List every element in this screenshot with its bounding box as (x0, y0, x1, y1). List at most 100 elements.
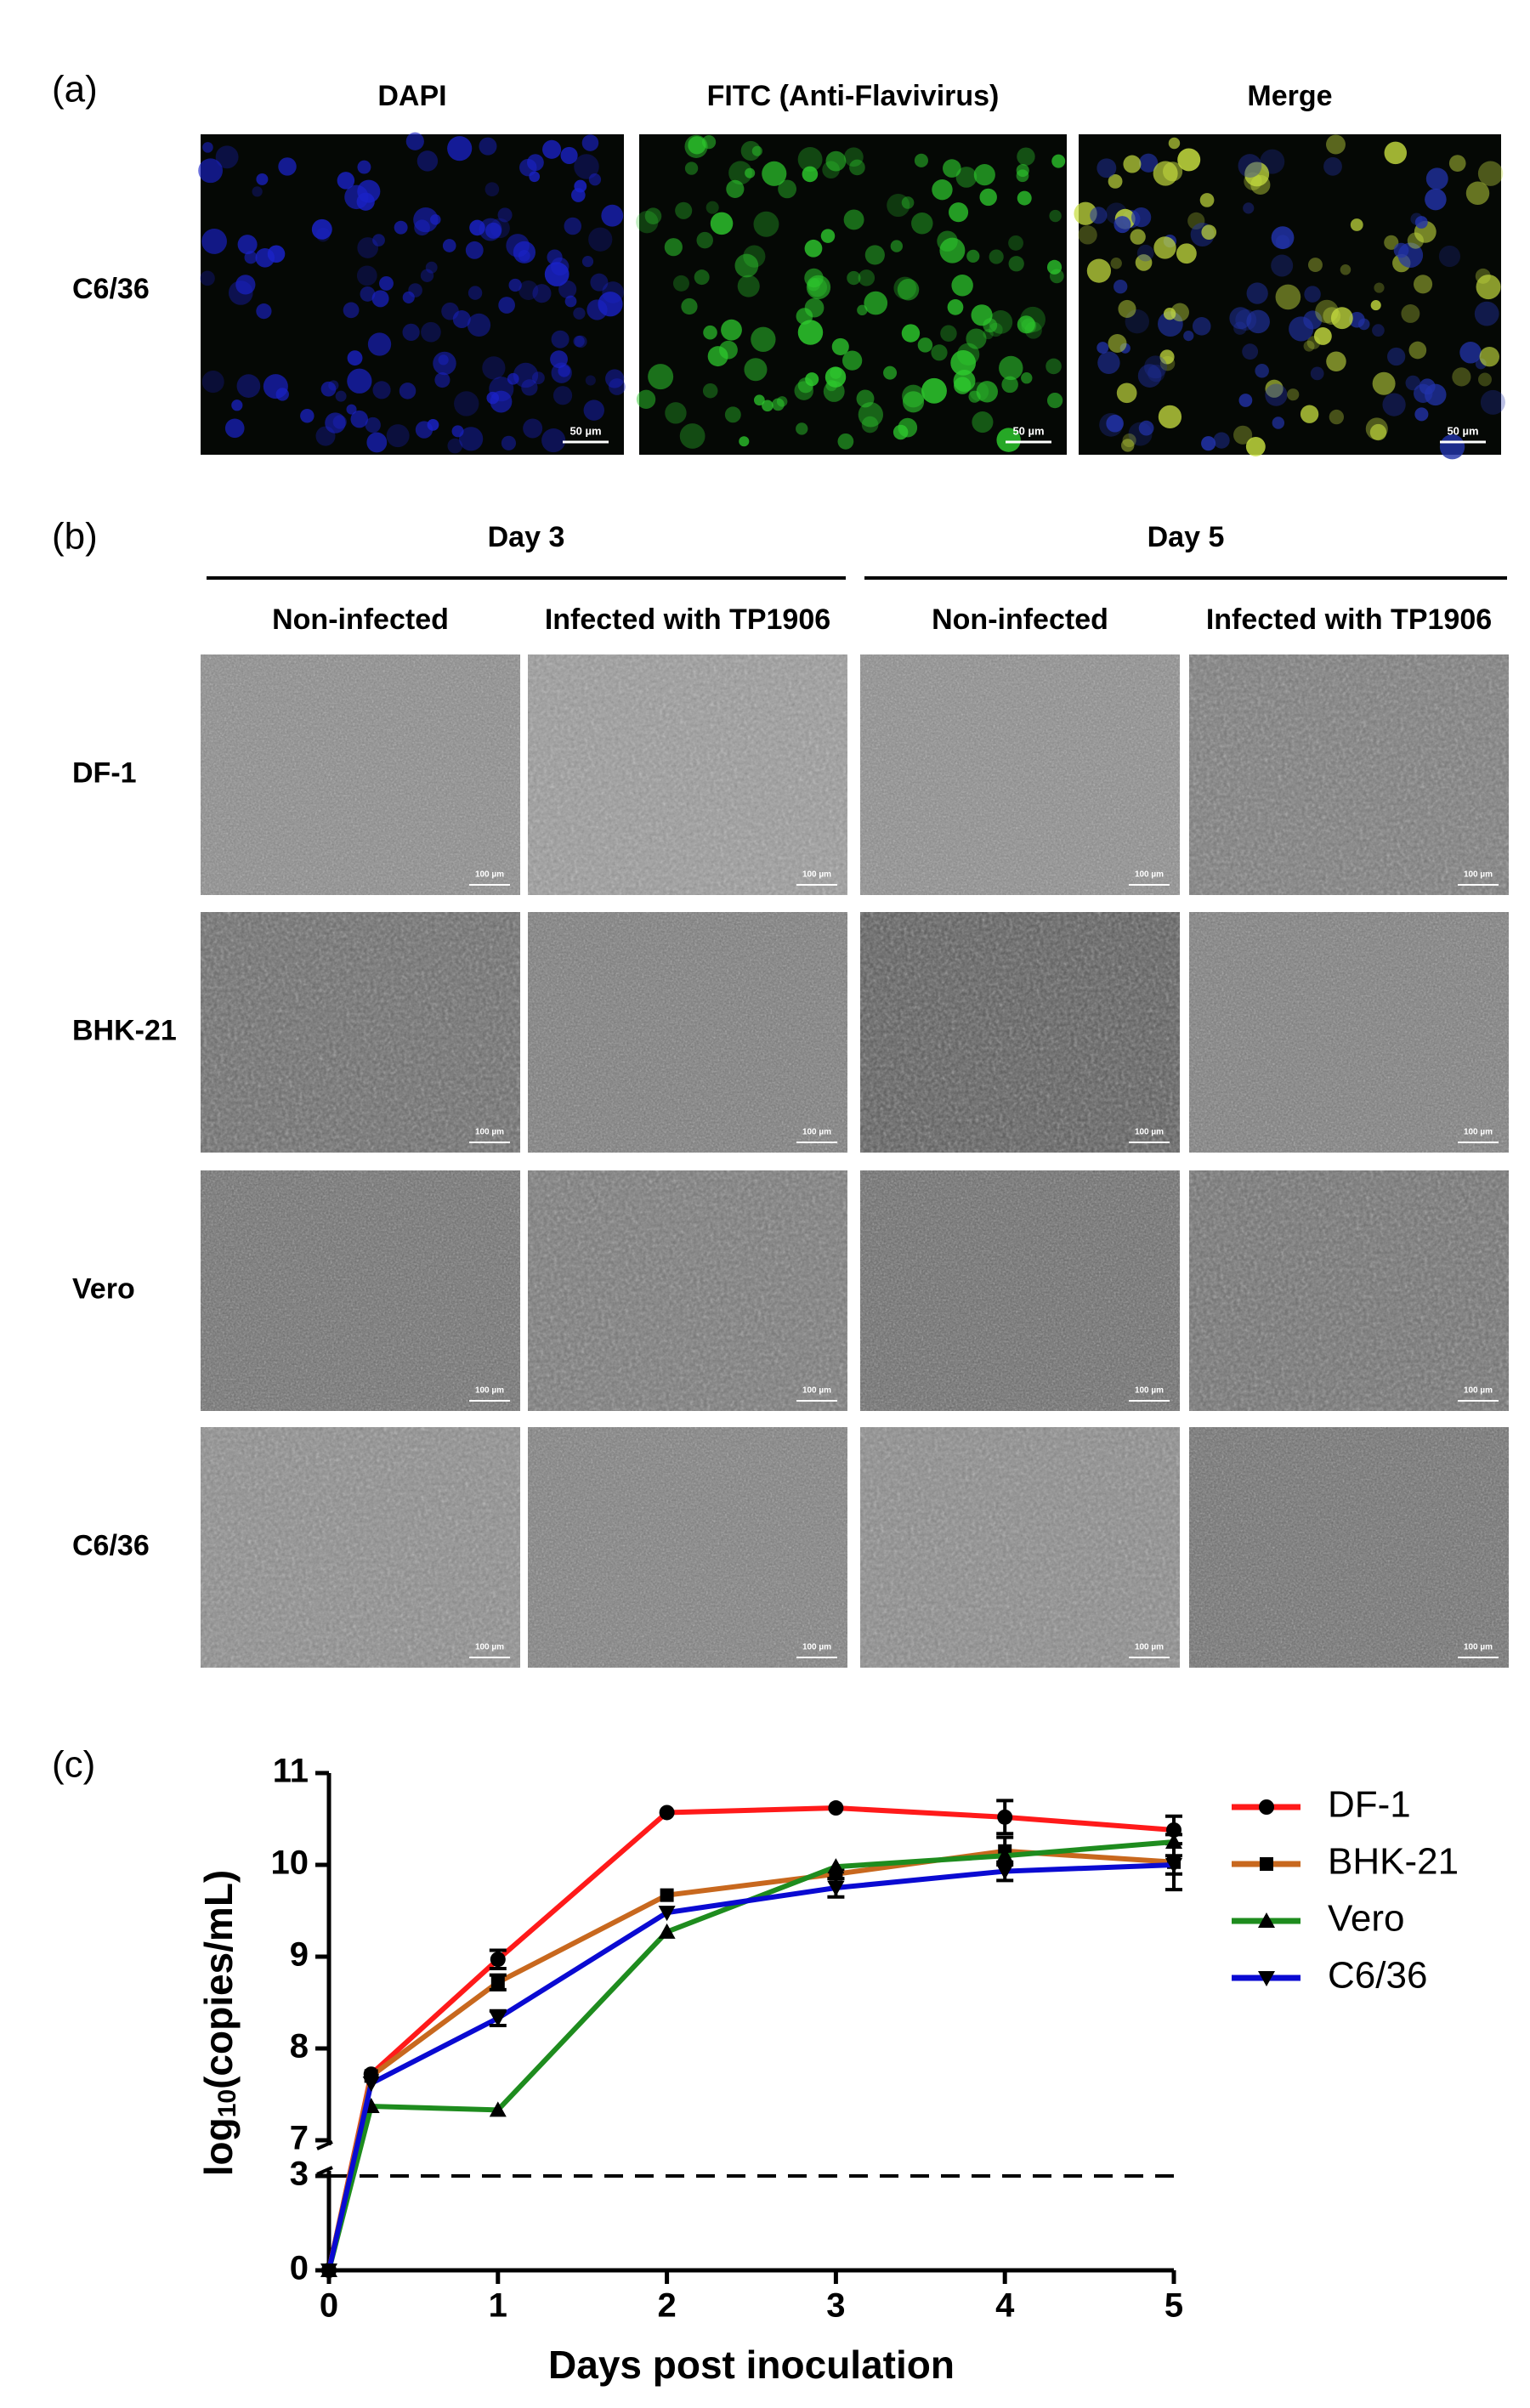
cell (468, 286, 483, 300)
cell (1479, 346, 1499, 367)
cell (954, 377, 972, 394)
cell (797, 320, 824, 345)
cell (901, 324, 921, 343)
cell (416, 150, 439, 172)
cell (574, 154, 599, 179)
marker (490, 1975, 505, 1990)
cell (1121, 439, 1135, 452)
cell (1170, 303, 1189, 322)
cell (956, 343, 980, 365)
group-title: Day 5 (1148, 521, 1225, 553)
cell (1414, 407, 1429, 422)
cell (1410, 212, 1423, 225)
cell (1365, 417, 1388, 440)
cell (1020, 306, 1046, 332)
cell (864, 245, 885, 265)
cell (648, 364, 674, 390)
cell (917, 337, 933, 353)
marker (1165, 1858, 1182, 1873)
fluorescence-image (639, 134, 1067, 455)
x-tick-label: 2 (657, 2287, 676, 2325)
cell (408, 283, 422, 297)
cell (394, 220, 408, 235)
cell (762, 161, 787, 186)
cell (710, 212, 734, 235)
cell (644, 207, 662, 224)
cell (235, 275, 256, 295)
cell (847, 270, 861, 286)
cell (198, 158, 224, 184)
cell (751, 145, 762, 156)
cell (1477, 161, 1504, 186)
cell (399, 382, 416, 399)
cell (745, 167, 756, 178)
cell (972, 411, 994, 433)
row-label: BHK-21 (72, 1014, 177, 1046)
cell (357, 160, 371, 174)
cell (1131, 207, 1152, 228)
cell (1271, 226, 1295, 250)
cell (547, 249, 563, 265)
cell (932, 179, 953, 201)
cell (350, 410, 369, 428)
micrograph-texture (201, 1170, 520, 1411)
marker (490, 1952, 506, 1968)
y-tick-label: 3 (290, 2156, 309, 2193)
cell (1153, 236, 1176, 259)
cell (1448, 155, 1466, 172)
cell (726, 179, 745, 198)
column-title: Infected with TP1906 (545, 603, 830, 636)
x-axis-title: Days post inoculation (548, 2343, 955, 2387)
cell (1213, 432, 1230, 449)
cell (346, 404, 357, 415)
cell (1476, 275, 1501, 300)
cell (402, 323, 420, 341)
cell (753, 394, 765, 406)
cell (1046, 392, 1063, 409)
cell (414, 219, 430, 236)
cell (430, 214, 441, 225)
cell (550, 350, 568, 369)
cell (1125, 309, 1149, 334)
cell (1097, 351, 1120, 374)
cell (1099, 412, 1123, 437)
cell (521, 379, 538, 396)
micrograph-texture (528, 654, 847, 895)
cell (921, 377, 947, 404)
cell (1452, 367, 1471, 387)
cell (989, 249, 1004, 264)
legend-label: Vero (1328, 1898, 1405, 1940)
cell (601, 204, 624, 227)
y-axis-title-part: log (196, 2117, 241, 2176)
cell (1130, 229, 1146, 245)
marker (827, 1881, 845, 1896)
scale-bar-label: 100 µm (1135, 1643, 1164, 1652)
cell (976, 381, 998, 403)
cell (1139, 153, 1159, 173)
cell (1307, 258, 1323, 273)
micrograph-texture (860, 912, 1180, 1153)
cell (315, 426, 336, 446)
cell (796, 422, 808, 435)
cell (560, 146, 578, 164)
cell (1233, 425, 1253, 445)
cell (451, 425, 464, 438)
cell (824, 366, 847, 388)
cell (943, 159, 961, 178)
cell (200, 270, 215, 286)
cell (1242, 343, 1259, 360)
marker (1165, 1833, 1182, 1849)
legend-marker (1260, 1857, 1273, 1871)
scale-bar-label: 100 µm (802, 1386, 831, 1396)
marker (828, 1800, 844, 1816)
column-title: Non-infected (932, 603, 1108, 636)
column-title: DAPI (377, 80, 446, 112)
cell (1425, 188, 1447, 211)
cell (519, 158, 537, 177)
cell (1425, 167, 1448, 190)
scale-bar-label: 100 µm (1135, 1386, 1164, 1396)
cell (1393, 242, 1409, 258)
scale-bar-label: 100 µm (475, 1128, 504, 1137)
cell (588, 227, 613, 252)
cell (1137, 364, 1162, 388)
